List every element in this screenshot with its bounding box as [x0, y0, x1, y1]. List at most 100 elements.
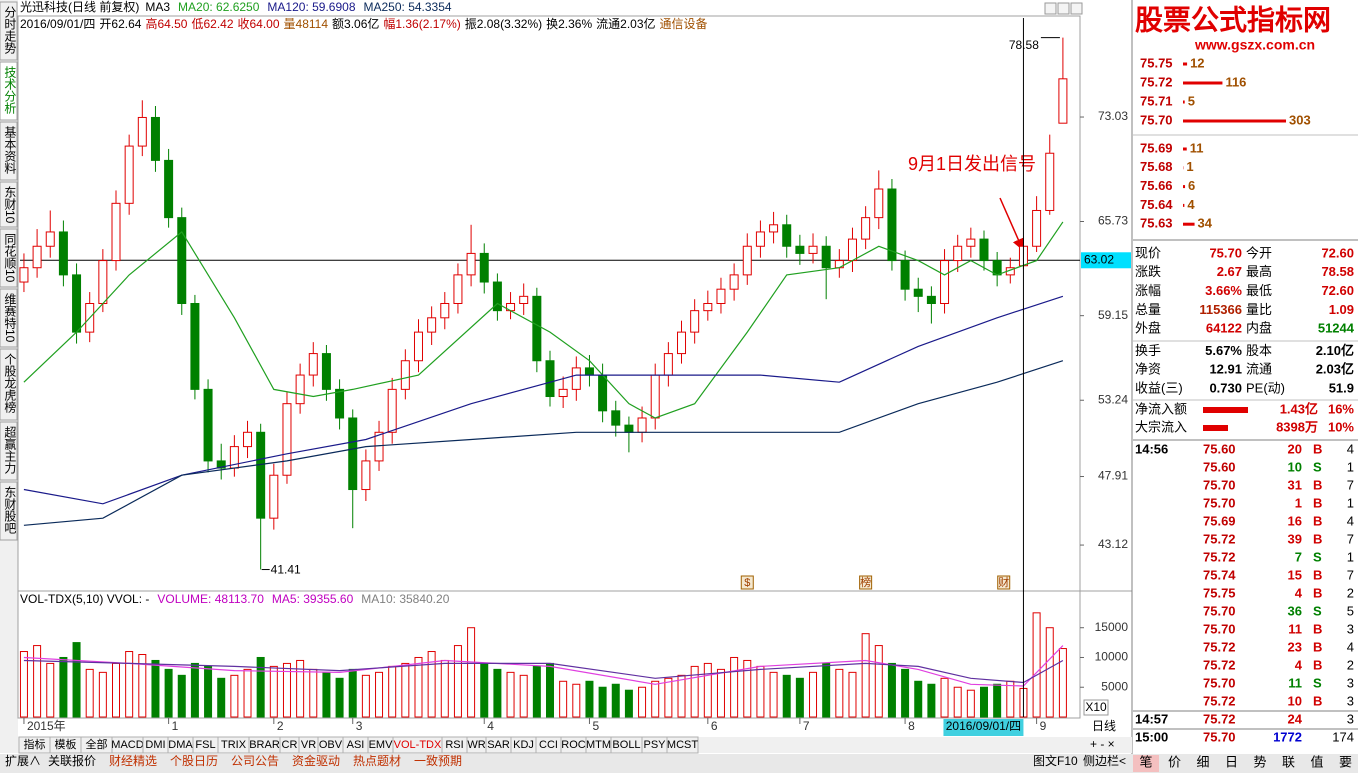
tab-label[interactable]: PSY: [643, 739, 666, 751]
trade-side: B: [1313, 477, 1322, 492]
tab-label[interactable]: CR: [282, 739, 298, 751]
tab-label[interactable]: CCI: [539, 739, 558, 751]
book-volume: 116: [1225, 74, 1246, 89]
left-tab[interactable]: [0, 61, 18, 121]
tab-label[interactable]: 全部: [86, 737, 108, 751]
tab-label[interactable]: OBV: [319, 739, 343, 751]
volume-bar: [848, 671, 857, 718]
period-label: 日线: [1092, 719, 1116, 733]
book-price: 75.63: [1140, 216, 1173, 231]
quote-value: 2.03亿: [1316, 362, 1354, 377]
tab-label[interactable]: MTM: [586, 739, 611, 751]
window-button[interactable]: [1057, 2, 1070, 15]
candle-body: [913, 288, 923, 297]
tab-label[interactable]: FSL: [195, 739, 215, 751]
side-tab-active: [1133, 755, 1159, 772]
bottom-link[interactable]: 一致预期: [414, 754, 462, 768]
volume-bar: [480, 662, 489, 718]
trade-volume: 11: [1288, 621, 1302, 636]
x-tick-label: 8: [908, 719, 915, 733]
tab-label[interactable]: SAR: [487, 739, 510, 751]
side-tab[interactable]: 值: [1310, 754, 1323, 769]
quote-value: 5.67%: [1205, 343, 1242, 358]
left-tab[interactable]: [0, 228, 18, 288]
left-tab-label[interactable]: 东财股吧: [3, 486, 17, 534]
trade-count: 1: [1347, 459, 1354, 474]
left-tab-label[interactable]: 个股龙虎榜: [3, 353, 17, 414]
info-item: 换2.36%: [546, 17, 592, 31]
tab-label[interactable]: EMV: [369, 739, 394, 751]
window-button[interactable]: [1044, 2, 1057, 15]
candle-body: [532, 295, 542, 362]
volume-bar: [861, 633, 870, 718]
legend-entry: MA10: 35840.20: [361, 592, 449, 606]
tab-label[interactable]: 指标: [24, 737, 46, 751]
tab-label[interactable]: RSI: [445, 739, 463, 751]
tab-label[interactable]: KDJ: [513, 739, 534, 751]
volume-bar: [953, 686, 962, 718]
left-tab[interactable]: [0, 348, 18, 421]
left-tab[interactable]: [0, 288, 18, 348]
volume-bar: [993, 683, 1002, 718]
side-tab[interactable]: 联: [1282, 754, 1295, 769]
side-tab[interactable]: 细: [1196, 754, 1209, 769]
tab-label[interactable]: DMI: [145, 739, 165, 751]
tab-label[interactable]: 模板: [55, 737, 77, 751]
trade-side: B: [1313, 441, 1322, 456]
bottom-link[interactable]: 公司公告: [231, 754, 279, 768]
tab-label[interactable]: ROC: [561, 739, 586, 751]
left-tab-label[interactable]: 基本资料: [3, 126, 17, 174]
bottom-link[interactable]: 财经精选: [109, 754, 157, 768]
left-tab-label[interactable]: 技术分析: [3, 66, 17, 115]
volume-bar: [1045, 627, 1054, 718]
tab-label[interactable]: BRAR: [249, 739, 280, 751]
left-tab-label[interactable]: 东财10: [3, 186, 17, 224]
side-tab[interactable]: 日: [1225, 754, 1238, 769]
bottom-link[interactable]: 扩展∧: [5, 754, 41, 768]
flow-pct: 16%: [1328, 401, 1354, 416]
trade-volume: 10: [1288, 459, 1302, 474]
candle-body: [782, 224, 792, 247]
x-tick-label: 2015年: [27, 719, 66, 733]
left-tab-label[interactable]: 超赢主力: [3, 425, 17, 475]
candle-body: [624, 424, 634, 433]
bottom-link[interactable]: 图文F10: [1033, 753, 1078, 768]
side-tab[interactable]: 价: [1168, 754, 1181, 769]
left-tab[interactable]: [0, 1, 18, 61]
tab[interactable]: [666, 736, 699, 754]
left-tab[interactable]: [0, 181, 18, 228]
tab-label[interactable]: BOLL: [612, 739, 640, 751]
info-item: 高64.50: [145, 16, 187, 31]
left-tab[interactable]: [0, 421, 18, 481]
side-tab[interactable]: 笔: [1139, 754, 1152, 769]
bottom-link[interactable]: 侧边栏<: [1083, 753, 1126, 768]
left-tab-label[interactable]: 分时走势: [3, 6, 17, 54]
left-tab[interactable]: [0, 121, 18, 181]
tab-label[interactable]: MCST: [667, 739, 698, 751]
left-tab-label[interactable]: 同花顺10: [3, 233, 17, 283]
candle-body: [400, 360, 410, 390]
tab-label[interactable]: DMA: [168, 739, 193, 751]
bottom-link[interactable]: 关联报价: [48, 753, 96, 768]
candle-body: [479, 252, 489, 283]
tab-label[interactable]: VR: [301, 739, 316, 751]
side-tab[interactable]: 势: [1253, 754, 1266, 769]
zoom-buttons[interactable]: + - ×: [1090, 737, 1115, 751]
y-tick-label: 65.73: [1098, 214, 1128, 228]
bottom-link[interactable]: 个股日历: [170, 754, 218, 768]
left-tab[interactable]: [0, 481, 18, 541]
trade-volume: 24: [1288, 711, 1303, 726]
candle-body: [874, 188, 884, 219]
tab-label[interactable]: WR: [467, 739, 485, 751]
bottom-link[interactable]: 资金驱动: [292, 753, 340, 768]
book-price: 75.75: [1140, 55, 1173, 70]
tab-label[interactable]: TRIX: [221, 739, 247, 751]
tab-label[interactable]: MACD: [111, 739, 143, 751]
window-button[interactable]: [1070, 2, 1083, 15]
tab-label[interactable]: VOL-TDX: [394, 739, 442, 751]
tab-label[interactable]: ASI: [347, 739, 365, 751]
left-tab-label[interactable]: 维赛特10: [3, 293, 17, 343]
side-tab[interactable]: 要: [1339, 754, 1352, 769]
flow-bar: [1203, 425, 1228, 431]
bottom-link[interactable]: 热点题材: [353, 754, 401, 768]
